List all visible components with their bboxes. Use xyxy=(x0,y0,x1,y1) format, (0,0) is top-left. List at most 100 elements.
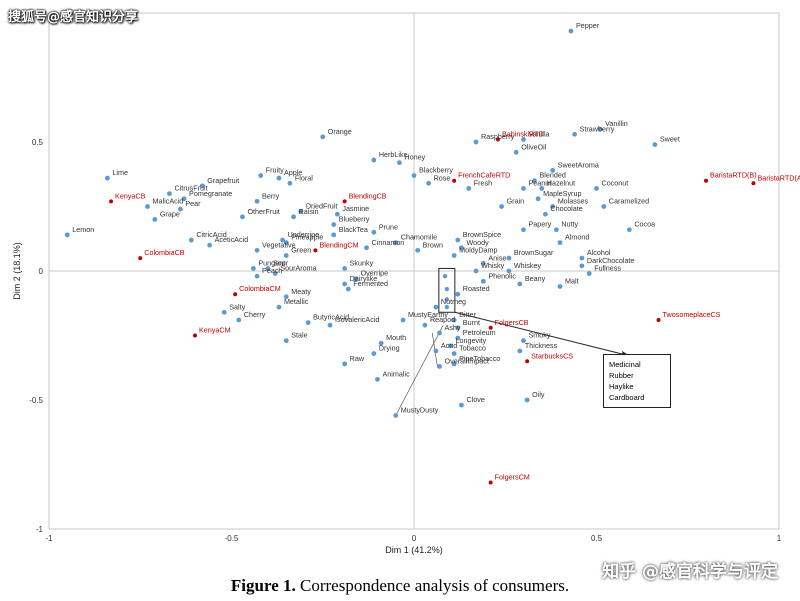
attribute-label: Anise xyxy=(488,253,506,262)
attribute-label: Ashy xyxy=(445,323,461,332)
attribute-label: SourAroma xyxy=(280,264,316,273)
attribute-label: Meaty xyxy=(291,287,311,296)
attribute-label: Fresh xyxy=(474,178,492,187)
attribute-point xyxy=(283,240,289,246)
attribute-label: ButyricAcid xyxy=(313,313,349,322)
sample-label: FrenchCafeRTD xyxy=(458,171,510,180)
attribute-label: OtherFruit xyxy=(247,207,279,216)
attribute-point xyxy=(188,237,194,243)
attribute-point xyxy=(451,253,457,258)
attribute-point xyxy=(521,186,526,191)
attribute-point xyxy=(287,180,293,186)
attribute-label: Blackberry xyxy=(419,166,453,175)
attribute-label: Woody xyxy=(466,238,489,247)
attribute-label: Papery xyxy=(529,220,552,229)
attribute-point xyxy=(378,340,384,346)
attribute-point xyxy=(291,214,296,220)
attribute-label: Phenolic xyxy=(488,271,516,280)
cluster-point xyxy=(444,304,450,310)
attribute-label: Chamomile xyxy=(401,233,437,242)
attribute-point xyxy=(342,361,348,367)
attribute-point xyxy=(415,247,421,253)
attribute-point xyxy=(145,204,150,209)
attribute-label: Salty xyxy=(229,302,245,311)
attribute-point xyxy=(422,322,428,328)
attribute-point xyxy=(331,232,337,238)
sample-label: KenyaCM xyxy=(199,326,231,335)
attribute-point xyxy=(626,227,632,233)
attribute-point xyxy=(455,325,461,331)
attribute-point xyxy=(426,180,431,186)
attribute-point xyxy=(258,173,264,178)
attribute-label: Pepper xyxy=(576,21,600,30)
attribute-label: Vanillin xyxy=(605,119,628,128)
sample-point xyxy=(488,480,493,485)
attribute-point xyxy=(393,413,399,418)
attribute-label: BlackTea xyxy=(339,225,368,234)
attribute-label: Skunky xyxy=(350,258,374,267)
attribute-label: Smoky xyxy=(529,331,551,340)
attribute-label: Jasmine xyxy=(342,204,369,213)
attribute-point xyxy=(280,237,285,243)
attribute-point xyxy=(539,186,545,191)
attribute-label: Raisin xyxy=(299,207,319,216)
watermark-top: 搜狐号@感官知识分享 xyxy=(8,10,139,25)
attribute-point xyxy=(152,217,158,222)
cluster-point xyxy=(444,297,450,302)
attribute-point xyxy=(437,364,442,369)
attribute-label: Burnt xyxy=(463,318,480,327)
attribute-point xyxy=(459,245,464,251)
sample-label: TwosomeplaceCS xyxy=(663,310,721,319)
attribute-label: Pomegranate xyxy=(189,189,232,198)
callout-term: Haylike xyxy=(609,382,634,391)
attribute-label: Pungent xyxy=(258,258,285,267)
attribute-point xyxy=(375,376,380,382)
attribute-point xyxy=(433,348,439,354)
attribute-point xyxy=(550,204,556,209)
attribute-point xyxy=(276,175,282,181)
attribute-label: HerbLike xyxy=(379,150,408,159)
attribute-point xyxy=(652,142,658,147)
sample-label: ColombiaCB xyxy=(144,248,185,257)
attribute-label: Floral xyxy=(295,173,313,182)
attribute-point xyxy=(579,255,585,261)
sample-point xyxy=(488,325,493,330)
attribute-label: Sweet xyxy=(660,135,680,144)
attribute-point xyxy=(393,240,399,246)
attribute-label: Caramelized xyxy=(609,197,649,206)
attribute-point xyxy=(524,397,530,403)
attribute-label: Blueberry xyxy=(339,215,370,224)
attribute-label: Prune xyxy=(379,222,398,231)
attribute-label: Stale xyxy=(291,331,307,340)
attribute-label: MustyEarthy xyxy=(408,310,448,319)
attribute-label: Brown xyxy=(423,240,443,249)
sample-label: ColombiaCM xyxy=(239,284,281,293)
attribute-label: Whiskey xyxy=(514,261,542,270)
attribute-point xyxy=(455,237,461,243)
attribute-point xyxy=(320,134,326,140)
x-tick-label: 1 xyxy=(777,534,782,543)
attribute-point xyxy=(254,198,260,204)
sample-point xyxy=(233,292,238,297)
attribute-point xyxy=(207,242,213,248)
attribute-point xyxy=(451,361,457,367)
sample-point xyxy=(313,248,318,253)
attribute-point xyxy=(517,281,523,287)
sample-point xyxy=(704,178,708,183)
attribute-point xyxy=(543,211,548,217)
attribute-label: Green xyxy=(291,246,311,255)
attribute-point xyxy=(181,196,187,202)
attribute-label: Hazelnut xyxy=(547,178,575,187)
sample-label: BlendingCM xyxy=(319,240,358,249)
sample-point xyxy=(138,256,143,261)
attribute-point xyxy=(535,196,541,202)
sample-point xyxy=(656,318,661,323)
callout-arrow xyxy=(454,311,631,357)
attribute-label: BrownSpice xyxy=(463,230,501,239)
attribute-label: Raw xyxy=(350,354,365,363)
attribute-point xyxy=(499,204,504,209)
attribute-point xyxy=(601,204,607,209)
sample-label: BabinskiRTD xyxy=(502,129,544,138)
attribute-label: Nutty xyxy=(561,220,578,229)
